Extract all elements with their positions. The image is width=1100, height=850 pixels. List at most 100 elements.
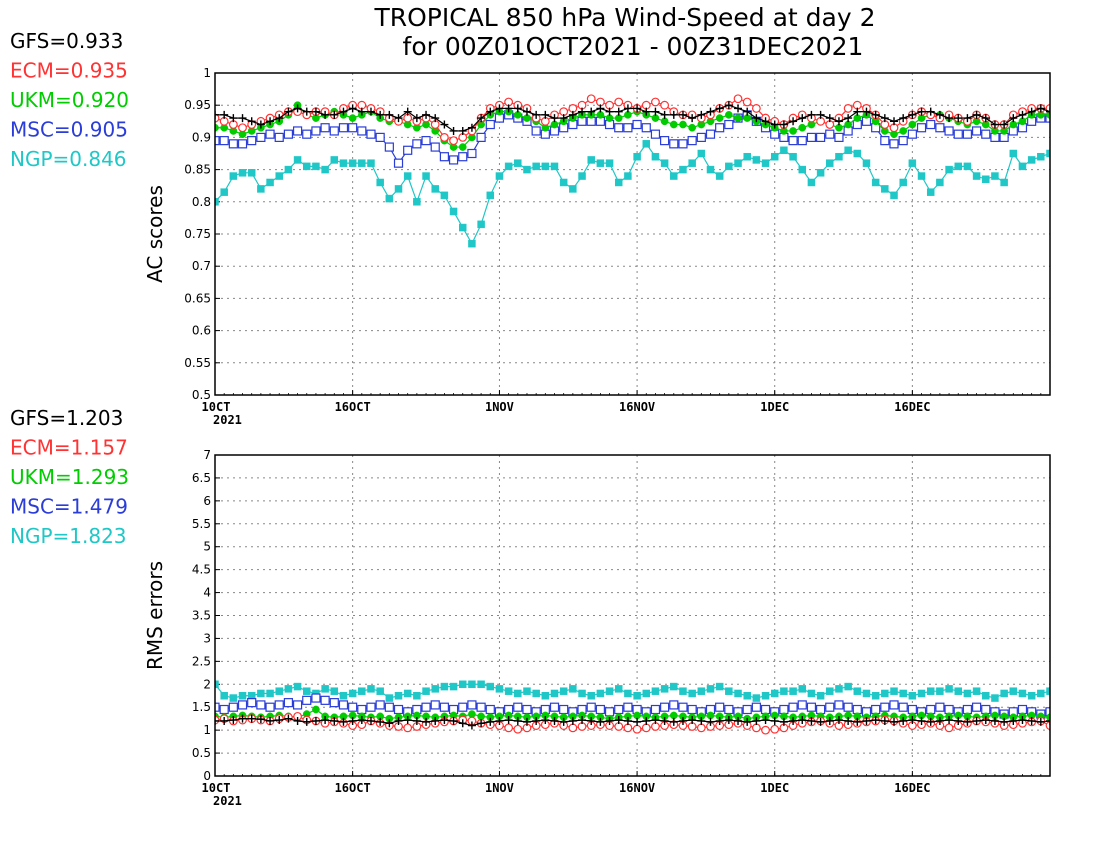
data-point-ngp (826, 687, 834, 695)
data-point-msc (687, 704, 697, 715)
data-point-ngp (651, 152, 660, 161)
data-point-msc (549, 702, 560, 712)
data-point-msc (834, 700, 844, 710)
data-point-ngp (670, 682, 678, 691)
data-point-gfs (789, 117, 798, 126)
data-point-gfs (752, 114, 761, 123)
data-point-gfs (357, 107, 366, 116)
data-point-gfs (807, 716, 816, 725)
data-point-msc (476, 132, 486, 142)
data-point-gfs (348, 716, 357, 725)
data-point-gfs (724, 716, 733, 725)
y-tick-label: 5 (203, 540, 211, 554)
data-point-ngp (660, 159, 669, 167)
data-point-ngp (679, 687, 687, 695)
data-point-gfs (908, 716, 917, 725)
data-point-msc (215, 136, 220, 146)
y-tick-label: 0.85 (184, 163, 211, 177)
data-point-gfs (734, 716, 743, 725)
data-point-ngp (220, 188, 228, 196)
data-point-gfs (669, 717, 678, 726)
data-point-msc (384, 142, 394, 152)
data-point-ngp (908, 692, 917, 700)
data-point-gfs (880, 114, 889, 123)
x-tick-label: 16OCT (335, 400, 371, 414)
data-point-gfs (651, 716, 660, 725)
data-point-ngp (1018, 689, 1027, 698)
data-point-ngp (770, 689, 779, 698)
data-point-gfs (311, 107, 320, 116)
data-point-msc (944, 126, 954, 136)
data-point-ukm (789, 127, 797, 135)
series-gfs (215, 101, 1050, 135)
data-point-gfs (761, 117, 770, 126)
data-point-msc (522, 704, 532, 715)
data-point-msc (513, 702, 523, 712)
data-point-gfs (1027, 107, 1036, 116)
data-point-msc (348, 702, 358, 712)
data-point-msc (485, 704, 495, 715)
score-label-ngp: NGP=1.823 (10, 524, 127, 548)
data-point-msc (311, 126, 321, 136)
y-axis-label: RMS errors (143, 561, 167, 670)
data-point-msc (816, 132, 826, 142)
data-point-msc (302, 695, 312, 705)
data-point-gfs (412, 114, 421, 123)
data-point-ecm (770, 724, 780, 734)
data-point-msc (751, 702, 761, 712)
data-point-msc (623, 702, 633, 712)
data-point-gfs (486, 717, 495, 726)
data-point-gfs (807, 110, 816, 119)
data-point-gfs (853, 107, 862, 116)
data-point-ngp (926, 188, 935, 196)
data-point-ngp (807, 689, 816, 698)
data-point-msc (971, 702, 982, 712)
data-point-msc (742, 704, 752, 715)
data-point-msc (531, 126, 541, 136)
data-point-ngp (936, 178, 944, 187)
data-point-ecm (504, 723, 514, 733)
data-point-gfs (688, 114, 697, 123)
data-point-ngp (495, 685, 504, 693)
data-point-gfs (293, 104, 302, 113)
data-point-msc (907, 704, 917, 715)
y-tick-label: 5.5 (192, 517, 211, 531)
data-point-msc (889, 139, 899, 149)
data-point-ukm (1046, 111, 1050, 119)
data-point-ngp (587, 692, 595, 700)
data-point-msc (907, 129, 917, 139)
data-point-msc (311, 693, 321, 703)
data-point-ngp (587, 156, 595, 164)
data-point-gfs (853, 717, 862, 726)
data-point-ngp (853, 149, 862, 158)
data-point-msc (660, 136, 670, 146)
data-point-ngp (367, 685, 375, 693)
data-point-msc (375, 132, 385, 142)
data-point-gfs (238, 114, 247, 123)
data-point-ngp (403, 172, 412, 180)
data-point-msc (650, 129, 661, 139)
data-point-gfs (238, 714, 247, 723)
data-point-msc (237, 139, 248, 149)
data-point-msc (962, 704, 973, 715)
data-point-ngp (477, 220, 485, 229)
data-point-msc (724, 119, 734, 130)
y-tick-label: 6.5 (192, 471, 211, 485)
data-point-msc (329, 126, 339, 136)
score-label-ukm: UKM=0.920 (10, 88, 129, 112)
data-point-ngp (743, 692, 751, 700)
data-point-gfs (247, 117, 256, 126)
data-point-gfs (862, 107, 871, 116)
data-point-ngp (890, 687, 898, 695)
data-point-gfs (972, 716, 981, 725)
data-point-msc (880, 136, 890, 146)
data-point-gfs (697, 110, 706, 119)
data-point-gfs (614, 716, 623, 725)
score-label-gfs: GFS=1.203 (10, 406, 123, 430)
data-point-msc (439, 702, 449, 712)
data-point-ngp (403, 689, 412, 698)
data-point-ngp (954, 162, 962, 171)
data-point-gfs (477, 114, 486, 123)
data-point-gfs (541, 716, 550, 725)
data-point-gfs (734, 104, 743, 113)
